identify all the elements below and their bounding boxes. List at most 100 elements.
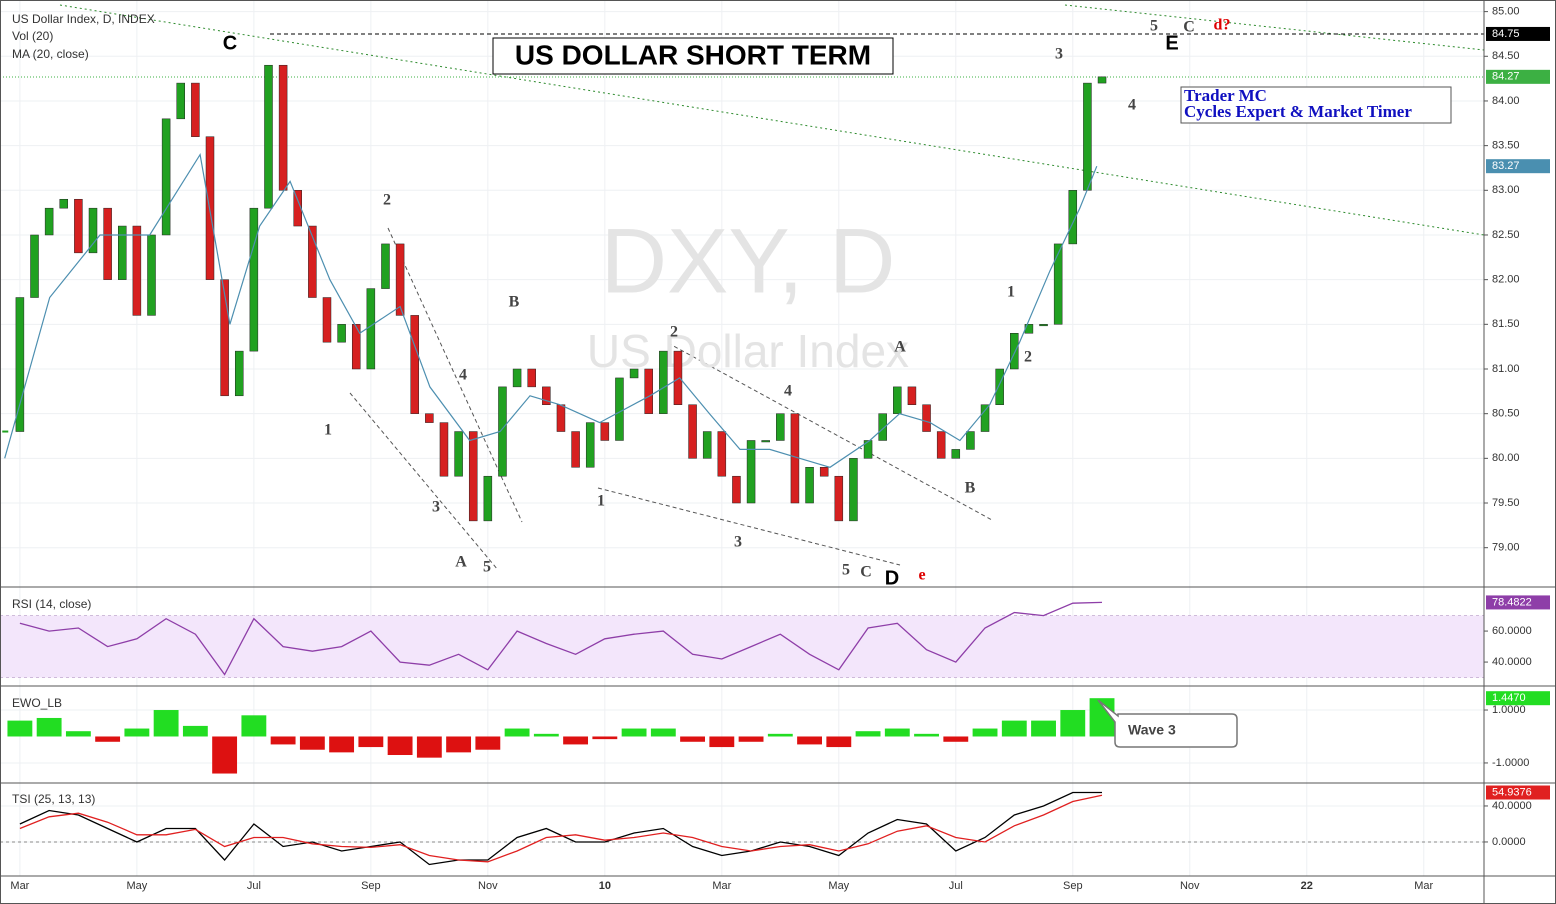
candle <box>980 404 990 432</box>
x-tick-label: Sep <box>361 880 381 892</box>
signature-box <box>1180 86 1452 124</box>
rsi-band <box>0 615 1484 678</box>
candle <box>293 190 302 227</box>
callout-box <box>1097 699 1238 748</box>
candle <box>702 431 712 459</box>
indicator-line <box>19 791 1102 866</box>
bar <box>680 736 706 742</box>
candle <box>746 440 756 504</box>
candle <box>556 404 566 432</box>
candle <box>454 431 463 477</box>
bar <box>855 731 881 737</box>
wave-label: 4 <box>1128 97 1136 114</box>
candle <box>59 198 69 209</box>
bar <box>358 736 384 748</box>
candle <box>512 368 522 388</box>
wave-label: 3 <box>432 499 440 516</box>
y-tick-label: 84.00 <box>1492 95 1520 107</box>
candle <box>659 350 668 414</box>
bar <box>1031 720 1056 737</box>
bar <box>1060 710 1086 737</box>
candle <box>849 458 858 522</box>
candle <box>147 234 156 316</box>
candle <box>381 243 390 289</box>
y-tick-label: 79.50 <box>1492 497 1520 509</box>
bar <box>299 736 325 750</box>
candle <box>176 82 185 120</box>
price-tag-label: 84.75 <box>1492 28 1520 40</box>
channel-line <box>597 487 901 566</box>
indicator-line <box>19 794 1103 863</box>
channel-line <box>349 392 499 571</box>
candle <box>103 207 112 280</box>
bar <box>241 715 267 737</box>
price-tag-label: 54.9376 <box>1492 786 1532 798</box>
x-tick-label: Jul <box>247 880 261 892</box>
price-tag <box>1486 26 1550 41</box>
x-tick-label: 10 <box>599 880 611 892</box>
bar <box>797 736 822 745</box>
candle <box>585 422 595 468</box>
y-tick-label: 79.00 <box>1492 542 1520 554</box>
y-tick-label: 83.50 <box>1492 140 1520 152</box>
bar <box>621 728 647 737</box>
price-tag <box>1486 159 1550 174</box>
candle <box>468 431 478 522</box>
pane-title: EWO_LB <box>12 696 62 710</box>
trend-line <box>1064 4 1485 51</box>
price-tag-label: 78.4822 <box>1492 596 1532 608</box>
x-tick-label: Mar <box>712 880 731 892</box>
wave-label: 5 <box>842 562 850 579</box>
candle <box>527 368 536 388</box>
bar <box>182 725 208 737</box>
x-tick-label: Jul <box>949 880 963 892</box>
price-tag <box>1486 785 1550 800</box>
price-tag-label: 83.27 <box>1492 160 1520 172</box>
bar <box>533 733 559 737</box>
candle <box>717 431 727 477</box>
wave-label: C <box>860 564 872 581</box>
candle <box>161 118 171 236</box>
candle <box>322 297 332 343</box>
y-tick-label: 82.50 <box>1492 229 1520 241</box>
x-tick-label: Sep <box>1063 880 1083 892</box>
header: US Dollar Index, D, INDEX <box>12 12 155 26</box>
y-tick-label: 83.00 <box>1492 184 1520 196</box>
candle <box>600 422 610 441</box>
candle <box>542 386 551 405</box>
price-tag-label: 1.4470 <box>1492 692 1526 704</box>
candle <box>878 413 887 441</box>
trend-line <box>59 4 1485 236</box>
watermark: DXY, D <box>601 210 896 312</box>
x-tick-label: Nov <box>478 880 498 892</box>
title-box <box>492 37 894 75</box>
bar <box>767 733 793 737</box>
price-tag <box>1486 691 1550 706</box>
candle <box>220 279 229 397</box>
y-tick-label: 40.0000 <box>1492 656 1532 668</box>
candle <box>15 297 25 432</box>
bar <box>738 736 764 742</box>
candle <box>819 467 829 477</box>
candle <box>732 475 741 504</box>
x-tick-label: Nov <box>1180 880 1200 892</box>
candle <box>118 225 127 280</box>
marks-layer <box>2 64 1115 866</box>
x-tick-label: May <box>828 880 849 892</box>
wave-label: 5 <box>1150 18 1158 35</box>
price-tag-label: 84.27 <box>1492 71 1520 83</box>
y-tick-label: 80.00 <box>1492 452 1520 464</box>
candle <box>308 225 317 298</box>
wave-label: 4 <box>459 367 467 384</box>
candle <box>425 413 434 423</box>
candle <box>673 350 683 405</box>
y-tick-label: 81.00 <box>1492 363 1520 375</box>
wave-label: 2 <box>1024 349 1032 366</box>
wave-label: B <box>965 480 976 497</box>
price-tag <box>1486 595 1550 610</box>
candle <box>629 368 639 379</box>
indicator-line <box>19 601 1103 676</box>
candle <box>278 64 288 191</box>
x-tick-label: Mar <box>10 880 29 892</box>
bar <box>914 733 939 737</box>
